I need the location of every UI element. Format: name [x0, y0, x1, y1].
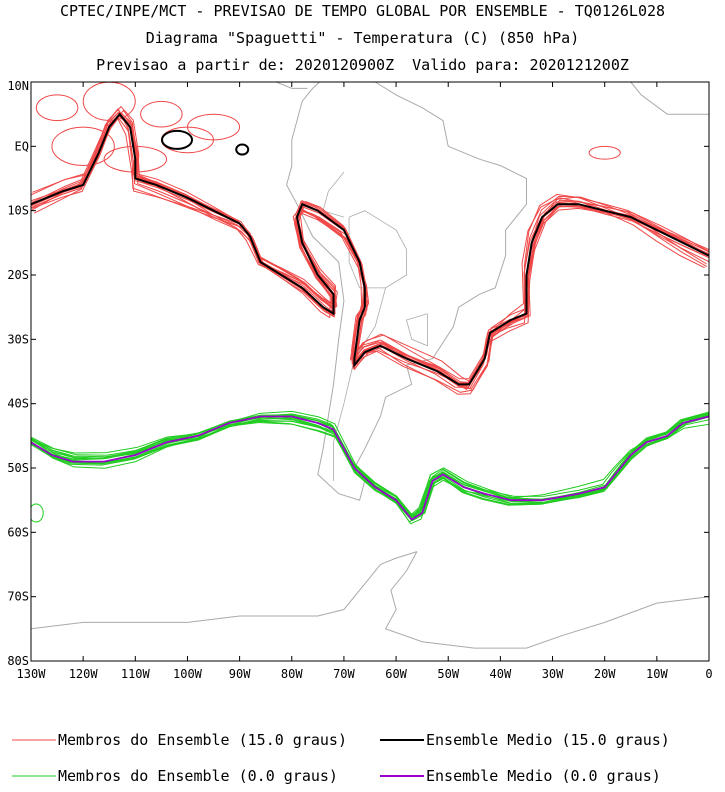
ensemble-member-contour: [31, 415, 709, 518]
ensemble-member-contour: [31, 416, 709, 518]
ensemble-member-contour: [31, 413, 707, 518]
lon-tick-label: 90W: [229, 667, 251, 681]
lon-tick-label: 0: [705, 667, 712, 681]
lon-tick-label: 120W: [69, 667, 99, 681]
figure-title-line-2: Diagrama "Spaguetti" - Temperatura (C) (…: [145, 29, 580, 47]
ensemble-member-contour: [35, 94, 79, 122]
legend-label: Membros do Ensemble (15.0 graus): [58, 731, 347, 749]
ensemble-member-contour: [31, 414, 709, 522]
lat-tick-label: 30S: [7, 332, 29, 346]
ensemble-member-contour: [187, 113, 241, 141]
ensemble-member-contour: [31, 413, 709, 518]
lon-tick-label: 70W: [333, 667, 355, 681]
ensemble-member-contour: [31, 413, 707, 518]
ensemble-mean-15c-line: [31, 112, 709, 386]
lon-tick-label: 130W: [17, 667, 47, 681]
ensemble-member-contour: [82, 82, 136, 121]
lon-tick-label: 50W: [437, 667, 459, 681]
ensemble-mean-layer: [31, 112, 709, 521]
lat-tick-label: 10N: [7, 79, 29, 93]
figure-title-line-1: CPTEC/INPE/MCT - PREVISAO DE TEMPO GLOBA…: [59, 2, 666, 20]
lon-tick-label: 60W: [385, 667, 407, 681]
lat-tick-label: EQ: [15, 139, 29, 153]
lon-tick-label: 10W: [646, 667, 668, 681]
ensemble-member-contour: [33, 109, 709, 383]
ensemble-member-contour: [31, 503, 44, 523]
lat-tick-label: 80S: [7, 654, 29, 668]
lat-tick-label: 20S: [7, 268, 29, 282]
lat-tick-label: 70S: [7, 590, 29, 604]
lat-tick-label: 40S: [7, 397, 29, 411]
legend-label: Membros do Ensemble (0.0 graus): [58, 767, 338, 785]
ensemble-member-contour: [31, 417, 709, 523]
coastline-layer: [31, 82, 709, 649]
legend-label: Ensemble Medio (0.0 graus): [426, 767, 661, 785]
ensemble-member-contour: [31, 412, 709, 516]
ensemble-member-contour: [31, 110, 708, 395]
lon-tick-label: 100W: [173, 667, 203, 681]
legend: Membros do Ensemble (15.0 graus) Ensemble…: [12, 731, 670, 785]
ensemble-member-contour: [51, 126, 115, 167]
lat-tick-label: 10S: [7, 204, 29, 218]
ensemble-mean-15c-loop: [235, 143, 250, 156]
ensemble-member-contour: [588, 145, 621, 160]
lon-tick-label: 40W: [490, 667, 512, 681]
ensemble-mean-15c-loop: [161, 129, 194, 150]
lon-tick-label: 20W: [594, 667, 616, 681]
lat-tick-label: 50S: [7, 461, 29, 475]
members-0c-layer: [31, 410, 709, 525]
ensemble-member-contour: [31, 414, 709, 522]
figure-title-line-3: Previsao a partir de: 2020120900Z Valido…: [96, 56, 629, 74]
ensemble-member-contour: [31, 410, 709, 525]
ensemble-member-contour: [160, 126, 214, 154]
legend-label: Ensemble Medio (15.0 graus): [426, 731, 670, 749]
ensemble-member-contour: [31, 414, 709, 521]
ensemble-member-contour: [31, 411, 709, 518]
ensemble-member-contour: [31, 414, 709, 520]
lon-tick-label: 30W: [542, 667, 564, 681]
lat-tick-label: 60S: [7, 525, 29, 539]
lon-tick-label: 110W: [121, 667, 151, 681]
lon-tick-label: 80W: [281, 667, 303, 681]
ensemble-member-contour: [140, 100, 183, 128]
map-frame: [30, 81, 710, 662]
ensemble-mean-0c-line: [31, 415, 709, 521]
ensemble-member-contour: [31, 415, 709, 518]
